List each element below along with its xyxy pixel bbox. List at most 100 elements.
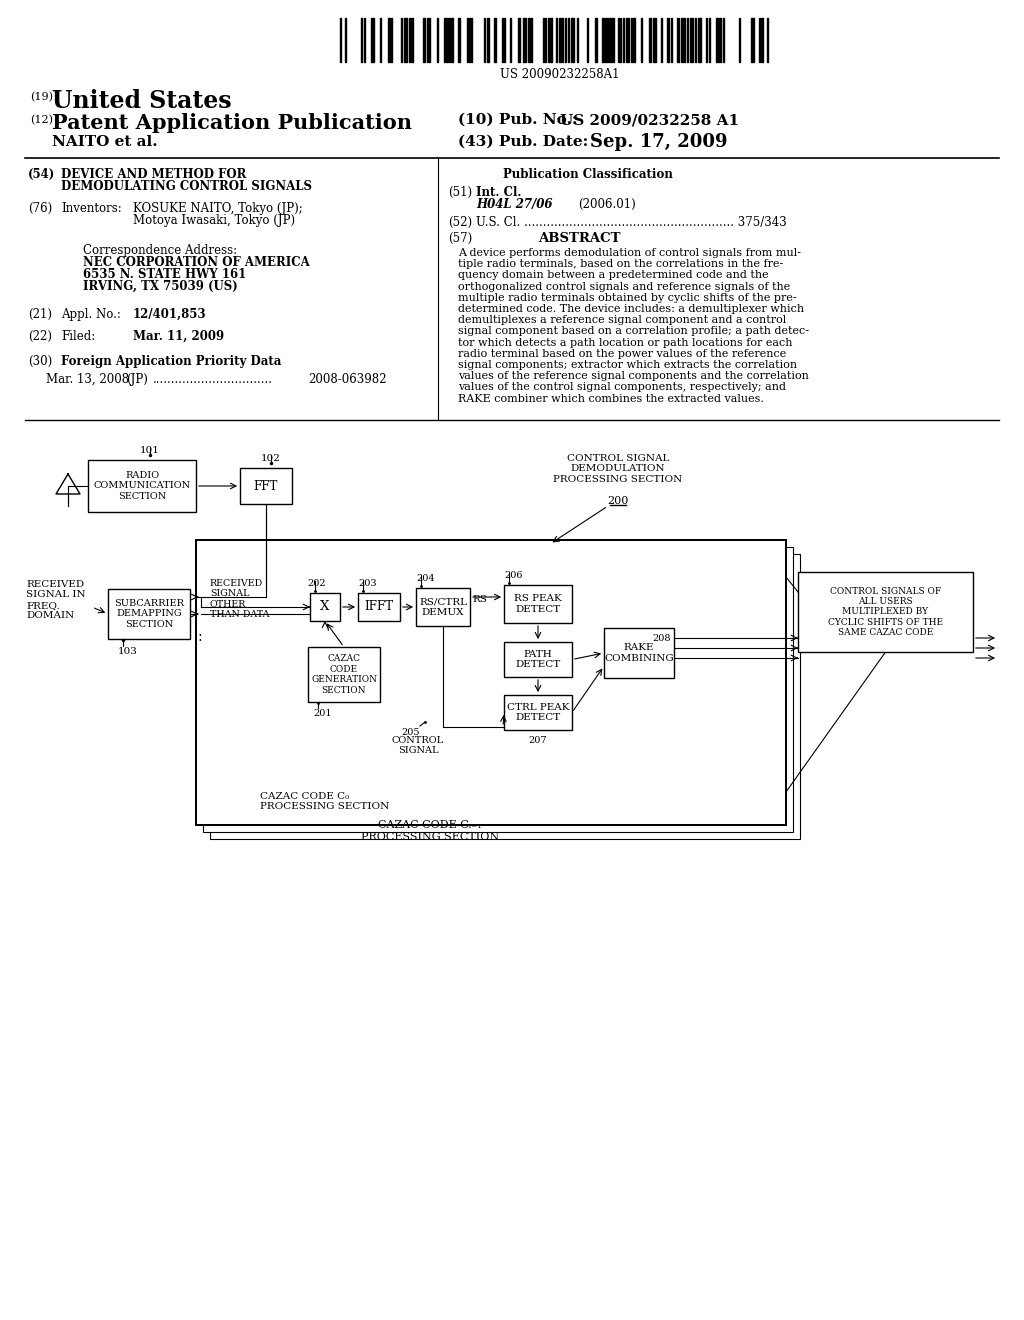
Text: 102: 102 [261,454,281,463]
Text: orthogonalized control signals and reference signals of the: orthogonalized control signals and refer… [458,281,791,292]
Bar [504,696,572,730]
Text: signal component based on a correlation profile; a path detec-: signal component based on a correlation … [458,326,809,337]
Text: 201: 201 [313,709,332,718]
Text: 101: 101 [140,446,160,455]
Text: NEC CORPORATION OF AMERICA: NEC CORPORATION OF AMERICA [83,256,309,269]
Text: Filed:: Filed: [61,330,95,343]
Text: 12/401,853: 12/401,853 [133,308,207,321]
Text: (2006.01): (2006.01) [578,198,636,211]
Text: ................................: ................................ [153,374,273,385]
Bar [504,585,572,623]
Text: A device performs demodulation of control signals from mul-: A device performs demodulation of contro… [458,248,801,257]
Bar [210,554,800,840]
Text: RAKE
COMBINING: RAKE COMBINING [604,643,674,663]
Text: 2008-063982: 2008-063982 [308,374,386,385]
Text: U.S. Cl. ........................................................ 375/343: U.S. Cl. ...............................… [476,216,786,228]
Text: (76): (76) [28,202,52,215]
Text: signal components; extractor which extracts the correlation: signal components; extractor which extra… [458,360,797,370]
Bar [504,642,572,677]
Text: RS PEAK
DETECT: RS PEAK DETECT [514,594,562,614]
Text: 207: 207 [528,737,547,744]
Bar [196,540,786,825]
Text: CTRL PEAK
DETECT: CTRL PEAK DETECT [507,702,569,722]
Bar [196,540,786,825]
Text: 103: 103 [118,647,138,656]
Text: DEVICE AND METHOD FOR: DEVICE AND METHOD FOR [61,168,247,181]
Text: (JP): (JP) [126,374,147,385]
Bar [203,546,793,832]
Text: :: : [198,630,203,644]
Text: (57): (57) [449,232,472,246]
Text: ABSTRACT: ABSTRACT [538,232,621,246]
Text: Publication Classification: Publication Classification [503,168,673,181]
Text: US 2009/0232258 A1: US 2009/0232258 A1 [560,114,739,127]
Text: (43) Pub. Date:: (43) Pub. Date: [458,135,588,149]
Text: tiple radio terminals, based on the correlations in the fre-: tiple radio terminals, based on the corr… [458,259,783,269]
Text: SUBCARRIER
DEMAPPING
SECTION: SUBCARRIER DEMAPPING SECTION [114,599,184,628]
Text: (30): (30) [28,355,52,368]
Bar [308,647,380,702]
Text: Foreign Application Priority Data: Foreign Application Priority Data [61,355,282,368]
Text: 202: 202 [307,579,326,587]
Text: 204: 204 [416,574,434,583]
Text: (22): (22) [28,330,52,343]
Text: (10) Pub. No.:: (10) Pub. No.: [458,114,578,127]
Text: CONTROL
SIGNAL: CONTROL SIGNAL [392,737,444,755]
Text: CAZAC
CODE
GENERATION
SECTION: CAZAC CODE GENERATION SECTION [311,655,377,694]
Text: RS: RS [472,594,486,603]
Text: (51): (51) [449,186,472,199]
Text: CONTROL SIGNALS OF
ALL USERS
MULTIPLEXED BY
CYCLIC SHIFTS OF THE
SAME CAZAC CODE: CONTROL SIGNALS OF ALL USERS MULTIPLEXED… [828,586,943,638]
Text: PATH
DETECT: PATH DETECT [515,649,560,669]
Text: 205: 205 [401,729,420,737]
Text: multiple radio terminals obtained by cyclic shifts of the pre-: multiple radio terminals obtained by cyc… [458,293,797,302]
Text: H04L 27/06: H04L 27/06 [476,198,553,211]
Text: (52): (52) [449,216,472,228]
Text: DEMODULATING CONTROL SIGNALS: DEMODULATING CONTROL SIGNALS [61,180,312,193]
Text: IFFT: IFFT [365,601,393,614]
Bar [240,469,292,504]
Text: 6535 N. STATE HWY 161: 6535 N. STATE HWY 161 [83,268,246,281]
Text: X: X [321,601,330,614]
Text: RAKE combiner which combines the extracted values.: RAKE combiner which combines the extract… [458,393,764,404]
Text: RADIO
COMMUNICATION
SECTION: RADIO COMMUNICATION SECTION [93,471,190,500]
Bar [310,593,340,620]
Text: determined code. The device includes: a demultiplexer which: determined code. The device includes: a … [458,304,804,314]
Text: NAITO et al.: NAITO et al. [52,135,158,149]
Text: demultiplexes a reference signal component and a control: demultiplexes a reference signal compone… [458,315,786,325]
Text: Mar. 13, 2008: Mar. 13, 2008 [46,374,129,385]
Bar [416,587,470,626]
Bar [108,589,190,639]
Text: radio terminal based on the power values of the reference: radio terminal based on the power values… [458,348,786,359]
Text: (21): (21) [28,308,52,321]
Text: 203: 203 [358,579,377,587]
Bar [798,572,973,652]
Text: CAZAC CODE C₀
PROCESSING SECTION: CAZAC CODE C₀ PROCESSING SECTION [260,792,389,812]
Text: (54): (54) [28,168,55,181]
Text: (12): (12) [30,115,53,125]
Text: RECEIVED
SIGNAL IN
FREQ.
DOMAIN: RECEIVED SIGNAL IN FREQ. DOMAIN [26,579,86,620]
Text: values of the control signal components, respectively; and: values of the control signal components,… [458,383,786,392]
Text: 208: 208 [652,634,671,643]
Text: quency domain between a predetermined code and the: quency domain between a predetermined co… [458,271,769,280]
Text: Mar. 11, 2009: Mar. 11, 2009 [133,330,224,343]
Text: KOSUKE NAITO, Tokyo (JP);: KOSUKE NAITO, Tokyo (JP); [133,202,303,215]
Text: values of the reference signal components and the correlation: values of the reference signal component… [458,371,809,381]
Text: tor which detects a path location or path locations for each: tor which detects a path location or pat… [458,338,793,347]
Text: Sep. 17, 2009: Sep. 17, 2009 [590,133,727,150]
Text: 200: 200 [607,496,629,506]
Bar [88,459,196,512]
Text: CAZAC CODE Cₗ₋₁
PROCESSING SECTION: CAZAC CODE Cₗ₋₁ PROCESSING SECTION [360,820,499,842]
Text: US 20090232258A1: US 20090232258A1 [501,69,620,81]
Text: IRVING, TX 75039 (US): IRVING, TX 75039 (US) [83,280,238,293]
Text: Correspondence Address:: Correspondence Address: [83,244,238,257]
Text: RECEIVED
SIGNAL
OTHER
THAN DATA: RECEIVED SIGNAL OTHER THAN DATA [210,579,269,619]
Bar [604,628,674,678]
Text: (19): (19) [30,92,53,103]
Bar [358,593,400,620]
Text: CONTROL SIGNAL
DEMODULATION
PROCESSING SECTION: CONTROL SIGNAL DEMODULATION PROCESSING S… [553,454,683,484]
Text: Motoya Iwasaki, Tokyo (JP): Motoya Iwasaki, Tokyo (JP) [133,214,295,227]
Text: FFT: FFT [254,479,279,492]
Text: United States: United States [52,88,231,114]
Text: RS/CTRL
DEMUX: RS/CTRL DEMUX [419,597,467,616]
Text: Patent Application Publication: Patent Application Publication [52,114,412,133]
